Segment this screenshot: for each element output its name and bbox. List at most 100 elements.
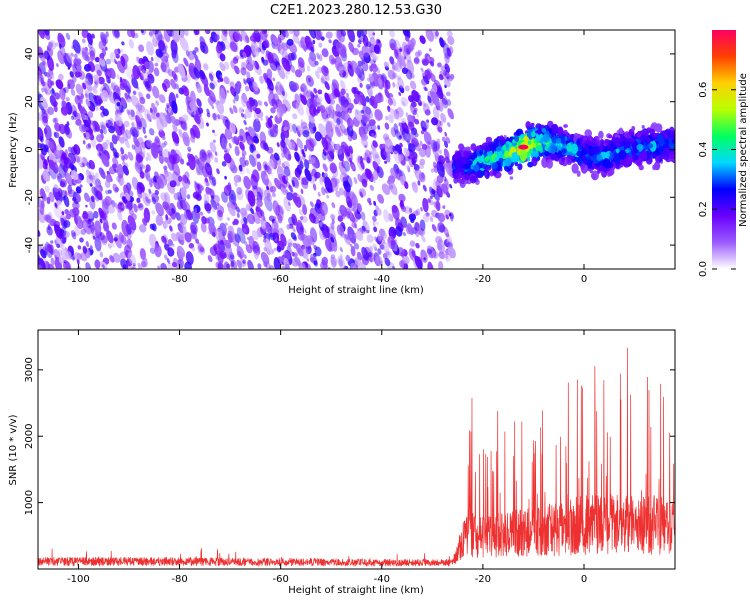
heatmap-noise-cell xyxy=(442,205,446,209)
heatmap-noise-cell xyxy=(53,131,60,139)
heatmap-noise-cell xyxy=(163,165,168,171)
heatmap-noise-cell xyxy=(150,56,154,62)
heatmap-noise-cell xyxy=(195,238,200,244)
figure-title: C2E1.2023.280.12.53.G30 xyxy=(270,3,442,18)
heatmap-noise-cell xyxy=(372,221,376,227)
heatmap-noise-cell xyxy=(324,80,330,91)
heatmap-noise-cell xyxy=(207,255,213,263)
heatmap-noise-cell xyxy=(238,164,243,172)
heatmap-noise-cell xyxy=(99,251,104,258)
heatmap-noise-cell xyxy=(145,139,153,148)
heatmap-signal-cell xyxy=(639,150,648,162)
heatmap-noise-cell xyxy=(182,200,191,213)
snr-series-line xyxy=(38,347,675,568)
heatmap-noise-cell xyxy=(409,240,416,247)
heatmap-signal-cell xyxy=(470,143,477,151)
heatmap-noise-cell xyxy=(427,261,433,269)
heatmap-signal-cell xyxy=(464,174,470,181)
heatmap-noise-cell xyxy=(113,121,123,136)
heatmap-noise-cell xyxy=(240,30,249,44)
heatmap-noise-cell xyxy=(199,149,207,159)
heatmap-signal-cell xyxy=(618,150,627,160)
heatmap-noise-cell xyxy=(377,125,381,130)
heatmap-noise-cell xyxy=(423,131,432,145)
heatmap-noise-cell xyxy=(203,63,209,71)
heatmap-signal-cell xyxy=(596,140,601,147)
heatmap-noise-cell xyxy=(81,38,86,44)
heatmap-noise-cell xyxy=(71,115,74,121)
heatmap-noise-cell xyxy=(314,70,320,79)
heatmap-noise-cell xyxy=(241,112,244,118)
heatmap-noise-cell xyxy=(139,72,144,81)
heatmap-noise-cell xyxy=(302,44,307,52)
heatmap-noise-cell xyxy=(367,30,375,40)
heatmap-noise-cell xyxy=(356,251,362,261)
heatmap-noise-cell xyxy=(88,174,93,181)
heatmap-noise-cell xyxy=(247,259,254,269)
heatmap-noise-cell xyxy=(89,183,93,187)
heatmap-noise-cell xyxy=(444,63,451,73)
heatmap-signal-cell xyxy=(563,124,568,128)
heatmap-signal-cell xyxy=(509,176,514,180)
heatmap-noise-cell xyxy=(58,136,65,148)
heatmap-noise-cell xyxy=(182,131,190,147)
heatmap-noise-cell xyxy=(309,201,314,208)
heatmap-noise-cell xyxy=(99,129,104,134)
heatmap-signal-cell xyxy=(551,123,559,134)
heatmap-noise-cell xyxy=(348,41,355,53)
heatmap-noise-cell xyxy=(54,202,58,208)
heatmap-noise-cell xyxy=(330,257,338,266)
heatmap-noise-cell xyxy=(71,232,75,238)
heatmap-noise-cell xyxy=(294,151,300,162)
heatmap-signal-cell xyxy=(641,125,645,129)
heatmap-noise-cell xyxy=(383,209,390,223)
heatmap-noise-cell xyxy=(148,30,156,39)
snr-x-tick-label: -40 xyxy=(374,574,390,585)
heatmap-signal-cell xyxy=(512,140,516,144)
heatmap-noise-cell xyxy=(425,30,434,42)
heatmap-signal-cell xyxy=(535,133,542,142)
heatmap-noise-cell xyxy=(422,101,426,108)
heatmap-signal-cell xyxy=(454,173,458,177)
heatmap-noise-cell xyxy=(169,246,174,256)
colorbar-tick-label: 0.0 xyxy=(698,261,709,277)
heatmap-noise-cell xyxy=(175,93,179,99)
heatmap-noise-cell xyxy=(110,241,115,248)
heatmap-noise-cell xyxy=(199,41,209,54)
heatmap-noise-cell xyxy=(256,161,262,172)
snr-panel: -100 -80 -60 -40 -20 0 1000 2000 3000 Height of… xyxy=(8,329,676,596)
heatmap-noise-cell xyxy=(238,107,244,114)
heatmap-noise-cell xyxy=(361,57,366,65)
heatmap-noise-cell xyxy=(163,30,171,43)
heatmap-noise-cell xyxy=(94,178,102,188)
heatmap-noise-cell xyxy=(183,57,189,67)
heatmap-noise-cell xyxy=(365,96,370,103)
heatmap-noise-cell xyxy=(194,180,197,185)
heatmap-noise-cell xyxy=(428,48,432,52)
heatmap-noise-cell xyxy=(308,56,317,68)
colorbar-tick-label: 0.4 xyxy=(698,142,709,158)
heatmap-noise-cell xyxy=(127,93,131,100)
heatmap-noise-cell xyxy=(272,77,276,82)
heatmap-x-label: Height of straight line (km) xyxy=(288,285,424,296)
heatmap-signal-cell xyxy=(645,132,649,137)
heatmap-noise-cell xyxy=(402,254,410,265)
heatmap-noise-cell xyxy=(384,122,390,130)
heatmap-noise-cell xyxy=(447,108,454,120)
heatmap-noise-cell xyxy=(141,141,147,149)
heatmap-signal-cell xyxy=(519,149,528,162)
heatmap-noise-cell xyxy=(136,110,144,122)
heatmap-signal-cell xyxy=(527,140,532,145)
heatmap-noise-cell xyxy=(357,60,363,67)
heatmap-noise-cell xyxy=(145,173,151,182)
heatmap-noise-cell xyxy=(370,63,378,73)
heatmap-signal-cell xyxy=(590,173,597,179)
heatmap-noise-cell xyxy=(224,175,227,180)
heatmap-noise-cell xyxy=(169,225,173,232)
heatmap-signal-cell xyxy=(561,148,567,154)
heatmap-noise-cell xyxy=(188,243,195,249)
heatmap-signal-cell xyxy=(629,137,635,143)
heatmap-noise-cell xyxy=(400,96,409,107)
heatmap-noise-cell xyxy=(423,257,426,261)
heatmap-noise-cell xyxy=(445,91,451,97)
